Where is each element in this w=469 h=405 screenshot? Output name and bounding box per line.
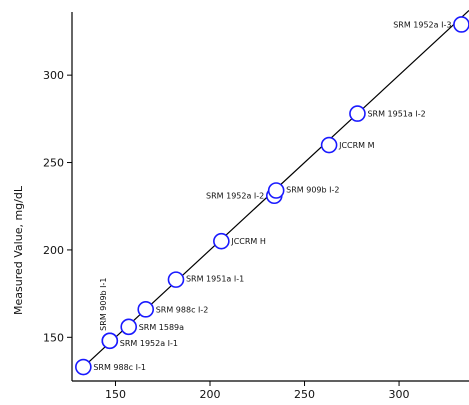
point-labels: SRM 988c I-1 SRM 1952a I-1 SRM 909b I-1 SRM… bbox=[93, 20, 451, 372]
point-label: JCCRM M bbox=[338, 141, 375, 150]
point-label: SRM 1951a I-1 bbox=[186, 275, 244, 284]
data-point bbox=[120, 318, 138, 336]
x-tick-label: 150 bbox=[105, 388, 126, 401]
point-label: SRM 988c I-1 bbox=[93, 363, 146, 372]
axis-ticks: 150 200 250 300 150 200 250 300 bbox=[43, 69, 410, 401]
point-label: SRM 1952a I-3 bbox=[393, 20, 451, 29]
data-point bbox=[137, 301, 155, 318]
point-label: SRM 1951a I-2 bbox=[367, 110, 425, 119]
y-tick-label: 300 bbox=[43, 69, 64, 82]
data-point bbox=[320, 136, 338, 154]
data-point bbox=[75, 358, 92, 376]
data-point bbox=[453, 16, 469, 33]
data-point bbox=[101, 332, 119, 350]
x-tick-label: 300 bbox=[389, 388, 410, 401]
y-tick-label: 200 bbox=[43, 244, 64, 257]
point-label: SRM 988c I-2 bbox=[156, 305, 209, 314]
point-label: SRM 909b I-2 bbox=[286, 186, 339, 195]
point-label: SRM 1952a I-1 bbox=[120, 339, 178, 348]
y-axis-label: Measured Value, mg/dL bbox=[12, 185, 25, 315]
data-points bbox=[75, 16, 469, 376]
point-label: SRM 1589a bbox=[139, 323, 184, 332]
data-point bbox=[213, 232, 230, 250]
point-label: SRM 909b I-1 bbox=[99, 277, 108, 330]
y-tick-label: 150 bbox=[43, 331, 64, 344]
data-point bbox=[349, 105, 366, 122]
y-tick-label: 250 bbox=[43, 157, 64, 170]
x-tick-label: 200 bbox=[200, 388, 221, 401]
axes bbox=[71, 12, 469, 382]
point-label: JCCRM H bbox=[230, 237, 266, 246]
data-point bbox=[267, 182, 285, 199]
data-point bbox=[167, 271, 185, 288]
x-tick-label: 250 bbox=[294, 388, 315, 401]
point-label: SRM 1952a I-2 bbox=[206, 192, 264, 201]
